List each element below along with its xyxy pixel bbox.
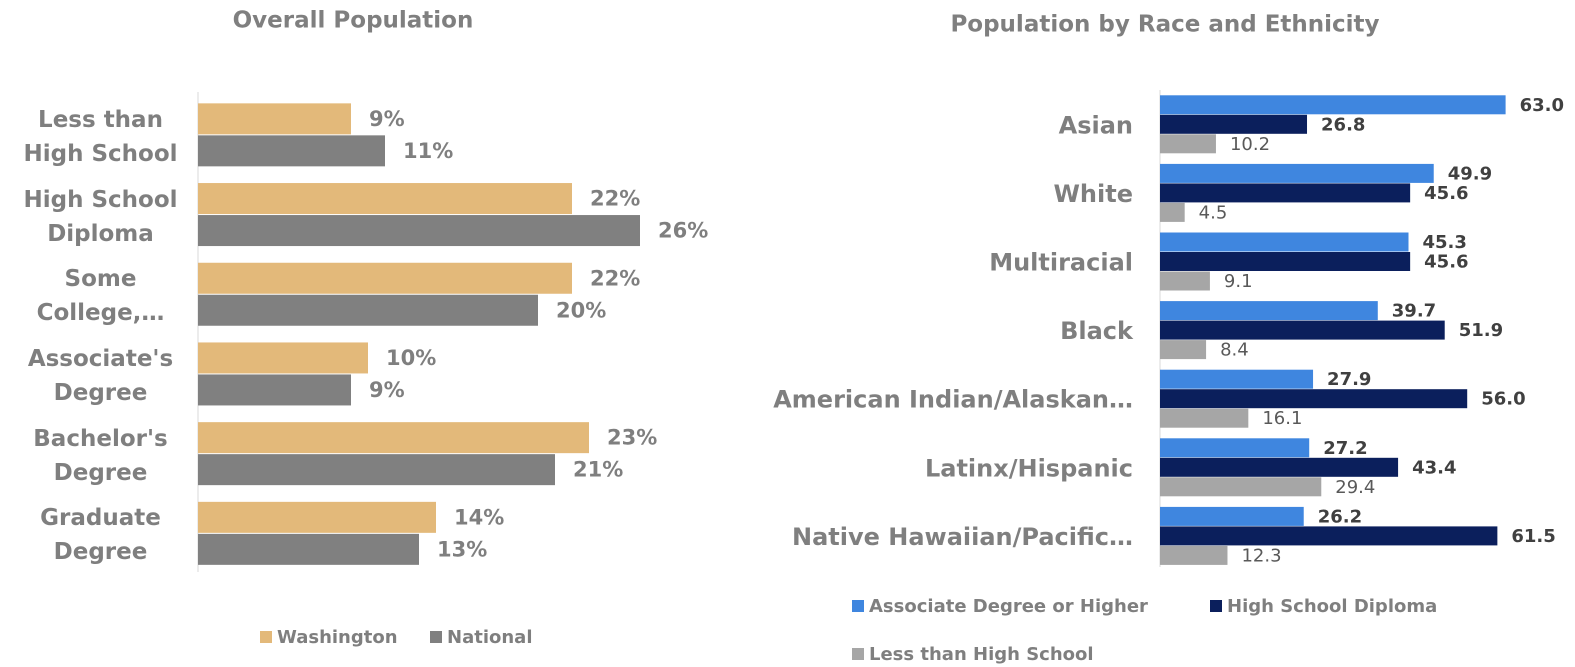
data-label: 27.9 — [1327, 369, 1371, 390]
chart-title: Overall Population — [233, 8, 474, 34]
bar — [1160, 389, 1468, 409]
y-tick-label: Bachelor's Degree — [33, 425, 168, 486]
bar — [198, 342, 368, 374]
y-tick-label: Native Hawaiian/Pacific… — [792, 523, 1133, 551]
data-label: 23% — [607, 426, 657, 450]
bar — [198, 262, 572, 294]
legend-swatch — [852, 600, 864, 612]
bar — [1160, 202, 1185, 222]
legend-label: Washington — [277, 627, 398, 648]
data-label: 11% — [403, 139, 453, 163]
bar — [198, 294, 538, 326]
bar — [1160, 301, 1378, 321]
data-label: 10.2 — [1230, 134, 1270, 155]
data-label: 12.3 — [1241, 545, 1281, 566]
y-tick-label: Black — [1060, 317, 1134, 345]
data-label: 49.9 — [1448, 163, 1492, 184]
y-tick-label: Less than High School — [23, 106, 178, 167]
data-label: 9.1 — [1224, 271, 1253, 292]
legend-swatch — [430, 631, 442, 643]
bar — [1160, 545, 1228, 565]
data-label: 21% — [573, 458, 623, 482]
bar — [1160, 506, 1304, 526]
data-label: 4.5 — [1199, 202, 1228, 223]
y-tick-label: Some College,… — [36, 266, 165, 327]
y-tick-label: Asian — [1059, 111, 1133, 139]
bar — [198, 374, 351, 406]
bar — [198, 501, 436, 533]
data-label: 29.4 — [1335, 477, 1375, 498]
bar — [1160, 369, 1314, 389]
data-label: 43.4 — [1412, 457, 1456, 478]
bar — [1160, 457, 1399, 477]
legend-swatch — [852, 648, 864, 660]
bar — [1160, 477, 1322, 497]
data-label: 22% — [590, 266, 640, 290]
y-tick-label: White — [1053, 180, 1133, 208]
legend-label: National — [447, 627, 532, 648]
data-label: 16.1 — [1262, 408, 1302, 429]
legend-label: Associate Degree or Higher — [869, 596, 1148, 617]
data-label: 14% — [454, 505, 504, 529]
y-tick-label: Latinx/Hispanic — [925, 454, 1133, 482]
y-tick-label: Multiracial — [989, 249, 1133, 277]
bar — [198, 533, 419, 565]
data-label: 13% — [437, 537, 487, 561]
data-label: 20% — [556, 298, 606, 322]
bar — [198, 454, 555, 486]
data-label: 61.5 — [1511, 526, 1555, 547]
data-label: 26.2 — [1318, 506, 1362, 527]
data-label: 9% — [369, 378, 405, 402]
data-label: 45.6 — [1424, 183, 1468, 204]
bar — [198, 422, 589, 454]
data-label: 51.9 — [1459, 320, 1503, 341]
bar — [1160, 134, 1216, 154]
bar — [1160, 408, 1249, 428]
bar — [1160, 252, 1411, 271]
data-label: 10% — [386, 346, 436, 370]
legend-swatch — [1210, 600, 1222, 612]
bar — [1160, 95, 1506, 115]
bar — [1160, 320, 1445, 340]
chart-title: Population by Race and Ethnicity — [950, 12, 1379, 38]
data-label: 22% — [590, 187, 640, 211]
data-label: 27.2 — [1323, 438, 1367, 459]
bar — [198, 183, 572, 215]
data-label: 8.4 — [1220, 340, 1249, 361]
bar — [198, 103, 351, 135]
legend-label: High School Diploma — [1227, 596, 1437, 617]
y-tick-label: Graduate Degree — [40, 505, 161, 566]
data-label: 45.6 — [1424, 252, 1468, 273]
y-tick-label: High School Diploma — [23, 186, 178, 247]
bar — [1160, 183, 1411, 203]
data-label: 26.8 — [1321, 114, 1365, 135]
data-label: 56.0 — [1481, 389, 1525, 410]
bar — [1160, 232, 1409, 252]
bar — [1160, 340, 1207, 360]
bar — [198, 215, 640, 247]
legend-label: Less than High School — [869, 644, 1094, 665]
data-label: 45.3 — [1423, 232, 1467, 253]
bar — [1160, 271, 1210, 291]
data-label: 39.7 — [1392, 301, 1436, 322]
data-label: 63.0 — [1520, 95, 1564, 116]
bar — [1160, 526, 1498, 546]
bar — [1160, 114, 1308, 134]
data-label: 26% — [658, 219, 708, 243]
bar — [1160, 163, 1434, 183]
y-tick-label: American Indian/Alaskan… — [773, 386, 1133, 414]
legend-swatch — [260, 631, 272, 643]
bar — [198, 135, 385, 167]
data-label: 9% — [369, 107, 405, 131]
y-tick-label: Associate's Degree — [27, 345, 174, 406]
bar — [1160, 438, 1310, 458]
